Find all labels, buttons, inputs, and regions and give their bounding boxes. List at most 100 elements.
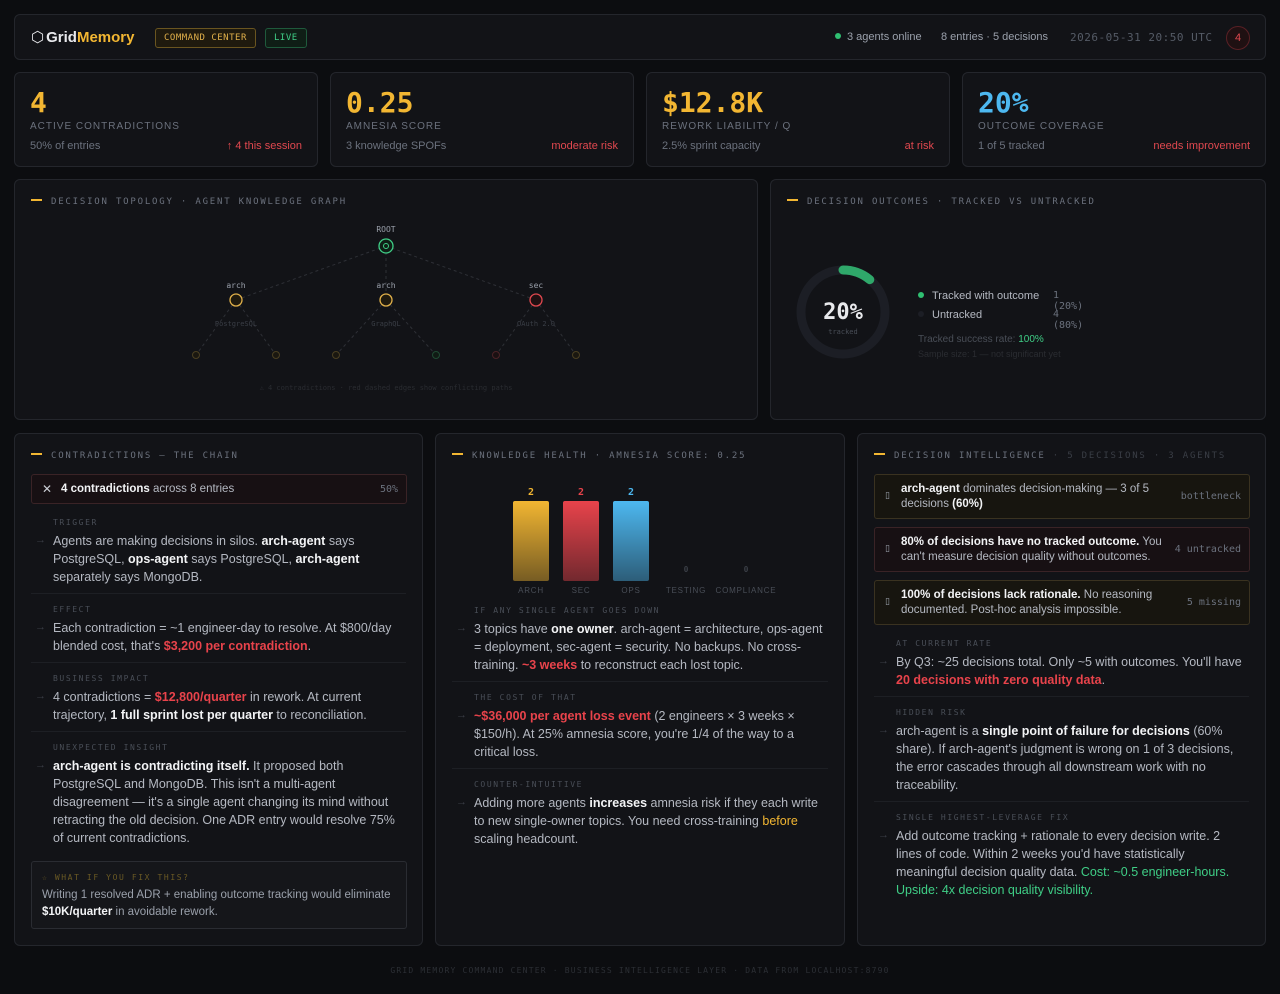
bar-label-compliance: COMPLIANCE <box>716 586 777 595</box>
command-center-tag: COMMAND CENTER <box>155 28 256 48</box>
leaf-nodes <box>192 351 580 359</box>
arrow-icon: → <box>878 655 889 667</box>
node-sub: OAuth 2.0 <box>517 320 555 328</box>
outcomes-panel: DECISION OUTCOMES · TRACKED VS UNTRACKED… <box>770 179 1266 420</box>
topology-panel: DECISION TOPOLOGY · AGENT KNOWLEDGE GRAP… <box>14 179 758 420</box>
kpi-label: AMNESIA SCORE <box>346 121 442 132</box>
square-icon: ▯ <box>885 596 890 606</box>
green-dot-icon <box>918 292 924 298</box>
kpi-value: 0.25 <box>346 86 414 119</box>
kpi-risk: at risk <box>904 140 934 152</box>
agent-node[interactable] <box>379 293 393 307</box>
panel-title: DECISION TOPOLOGY · AGENT KNOWLEDGE GRAP… <box>31 197 347 207</box>
sample-note: Sample size: 1 — not significant yet <box>918 349 1061 359</box>
arrow-icon: → <box>878 724 889 736</box>
arrow-icon: → <box>35 759 46 771</box>
arrow-icon: → <box>456 622 467 634</box>
arrow-icon: → <box>35 621 46 633</box>
kpi-risk: moderate risk <box>551 140 618 152</box>
tracked-arc <box>796 265 890 359</box>
timestamp: 2026-05-31 20:50 UTC <box>1070 31 1213 44</box>
outcome-donut-chart: 20% tracked <box>796 265 890 359</box>
arrow-icon: → <box>878 829 889 841</box>
node-label: arch <box>226 281 245 290</box>
kpi-card-amnesia[interactable]: 0.25 AMNESIA SCORE 3 knowledge SPOFs mod… <box>330 72 634 167</box>
success-rate: Tracked success rate: 100% <box>918 334 1044 345</box>
bar-value-arch: 2 <box>528 487 534 498</box>
kpi-risk: ↑ 4 this session <box>226 140 302 152</box>
impact-section: → BUSINESS IMPACT 4 contradictions = $12… <box>31 674 406 732</box>
bar-label-arch: ARCH <box>518 586 544 595</box>
agent-topic-bar-chart: 2 ARCH 2 SEC 2 OPS 0 TESTING 0 COMPLIANCE <box>513 487 777 595</box>
contradictions-panel: CONTRADICTIONS — THE CHAIN ✕ 4 contradic… <box>14 433 423 946</box>
alert-count-badge[interactable]: 4 <box>1226 26 1250 50</box>
entries-decisions-count: 8 entries · 5 decisions <box>941 31 1048 43</box>
kpi-label: REWORK LIABILITY / Q <box>662 121 792 132</box>
contradiction-summary[interactable]: ✕ 4 contradictions across 8 entries 50% <box>31 474 407 504</box>
node-sub: GraphQL <box>371 320 401 328</box>
donut-value: 20% <box>823 300 863 325</box>
topology-footnote: ⚠ 4 contradictions · red dashed edges sh… <box>260 384 513 392</box>
insight-section: → UNEXPECTED INSIGHT arch-agent is contr… <box>35 743 395 845</box>
kpi-card-rework[interactable]: $12.8K REWORK LIABILITY / Q 2.5% sprint … <box>646 72 950 167</box>
bar-arch[interactable] <box>513 501 549 581</box>
gray-dot-icon <box>918 311 924 317</box>
agent-node[interactable] <box>229 293 243 307</box>
online-dot-icon <box>835 33 841 39</box>
kpi-value: 4 <box>30 86 47 119</box>
root-node[interactable] <box>378 238 394 254</box>
hidden-risk-section: → HIDDEN RISK arch-agent is a single poi… <box>874 708 1249 802</box>
root-label: ROOT <box>376 225 395 234</box>
cost-section: → THE COST OF THAT ~$36,000 per agent lo… <box>452 693 828 769</box>
alert-bottleneck[interactable]: ▯ arch-agent dominates decision-making —… <box>874 474 1250 519</box>
top-header-bar: ⬡ GridMemory COMMAND CENTER LIVE 3 agents… <box>14 14 1266 60</box>
kpi-value: $12.8K <box>662 86 764 119</box>
effect-section: → EFFECT Each contradiction = ~1 enginee… <box>31 605 406 663</box>
arrow-icon: → <box>35 534 46 546</box>
bar-value-testing: 0 <box>684 565 689 574</box>
arrow-icon: → <box>456 709 467 721</box>
what-if-box: ☆ WHAT IF YOU FIX THIS? Writing 1 resolv… <box>31 861 407 929</box>
bar-value-ops: 2 <box>628 487 634 498</box>
bar-label-sec: SEC <box>572 586 591 595</box>
legend-untracked: Untracked 4 (80%) <box>918 309 1083 331</box>
agents-online-status: 3 agents online <box>835 31 922 43</box>
trigger-section: → TRIGGER Agents are making decisions in… <box>31 518 406 594</box>
panel-title: KNOWLEDGE HEALTH · AMNESIA SCORE: 0.25 <box>452 451 746 461</box>
bar-value-compliance: 0 <box>744 565 749 574</box>
app-logo[interactable]: ⬡ GridMemory <box>31 29 135 46</box>
leverage-fix-section: → SINGLE HIGHEST-LEVERAGE FIX Add outcom… <box>878 813 1230 897</box>
hexagon-icon: ⬡ <box>31 29 45 46</box>
live-badge: LIVE <box>265 28 307 48</box>
alert-rationale[interactable]: ▯ 100% of decisions lack rationale. No r… <box>874 580 1250 625</box>
bar-sec[interactable] <box>563 501 599 581</box>
kpi-card-contradictions[interactable]: 4 ACTIVE CONTRADICTIONS 50% of entries ↑… <box>14 72 318 167</box>
current-rate-section: → AT CURRENT RATE By Q3: ~25 decisions t… <box>874 639 1249 697</box>
arrow-icon: → <box>456 796 467 808</box>
panel-title: DECISION INTELLIGENCE · 5 DECISIONS · 3 … <box>874 451 1226 461</box>
panel-title: DECISION OUTCOMES · TRACKED VS UNTRACKED <box>787 197 1096 207</box>
node-label: sec <box>529 281 544 290</box>
kpi-card-outcome[interactable]: 20% OUTCOME COVERAGE 1 of 5 tracked need… <box>962 72 1266 167</box>
agent-down-section: → IF ANY SINGLE AGENT GOES DOWN 3 topics… <box>452 606 828 682</box>
kpi-sub: 1 of 5 tracked <box>978 140 1045 152</box>
square-icon: ▯ <box>885 543 890 553</box>
kpi-sub: 3 knowledge SPOFs <box>346 140 447 152</box>
knowledge-health-panel: KNOWLEDGE HEALTH · AMNESIA SCORE: 0.25 2… <box>435 433 845 946</box>
donut-label: tracked <box>828 328 858 336</box>
alert-untracked[interactable]: ▯ 80% of decisions have no tracked outco… <box>874 527 1250 572</box>
bar-label-testing: TESTING <box>666 586 706 595</box>
arrow-icon: → <box>35 690 46 702</box>
topology-graph: ROOT arch PostgreSQL arch GraphQL sec OA… <box>192 225 580 392</box>
kpi-label: ACTIVE CONTRADICTIONS <box>30 121 180 132</box>
node-label: arch <box>376 281 395 290</box>
kpi-value: 20% <box>978 86 1029 119</box>
bar-ops[interactable] <box>613 501 649 581</box>
agent-node[interactable] <box>529 293 543 307</box>
panel-title: CONTRADICTIONS — THE CHAIN <box>31 451 239 461</box>
close-icon: ✕ <box>42 482 53 496</box>
decision-intelligence-panel: DECISION INTELLIGENCE · 5 DECISIONS · 3 … <box>857 433 1266 946</box>
kpi-label: OUTCOME COVERAGE <box>978 121 1105 132</box>
bar-label-ops: OPS <box>621 586 640 595</box>
counter-intuitive-section: → COUNTER-INTUITIVE Adding more agents i… <box>456 780 818 846</box>
